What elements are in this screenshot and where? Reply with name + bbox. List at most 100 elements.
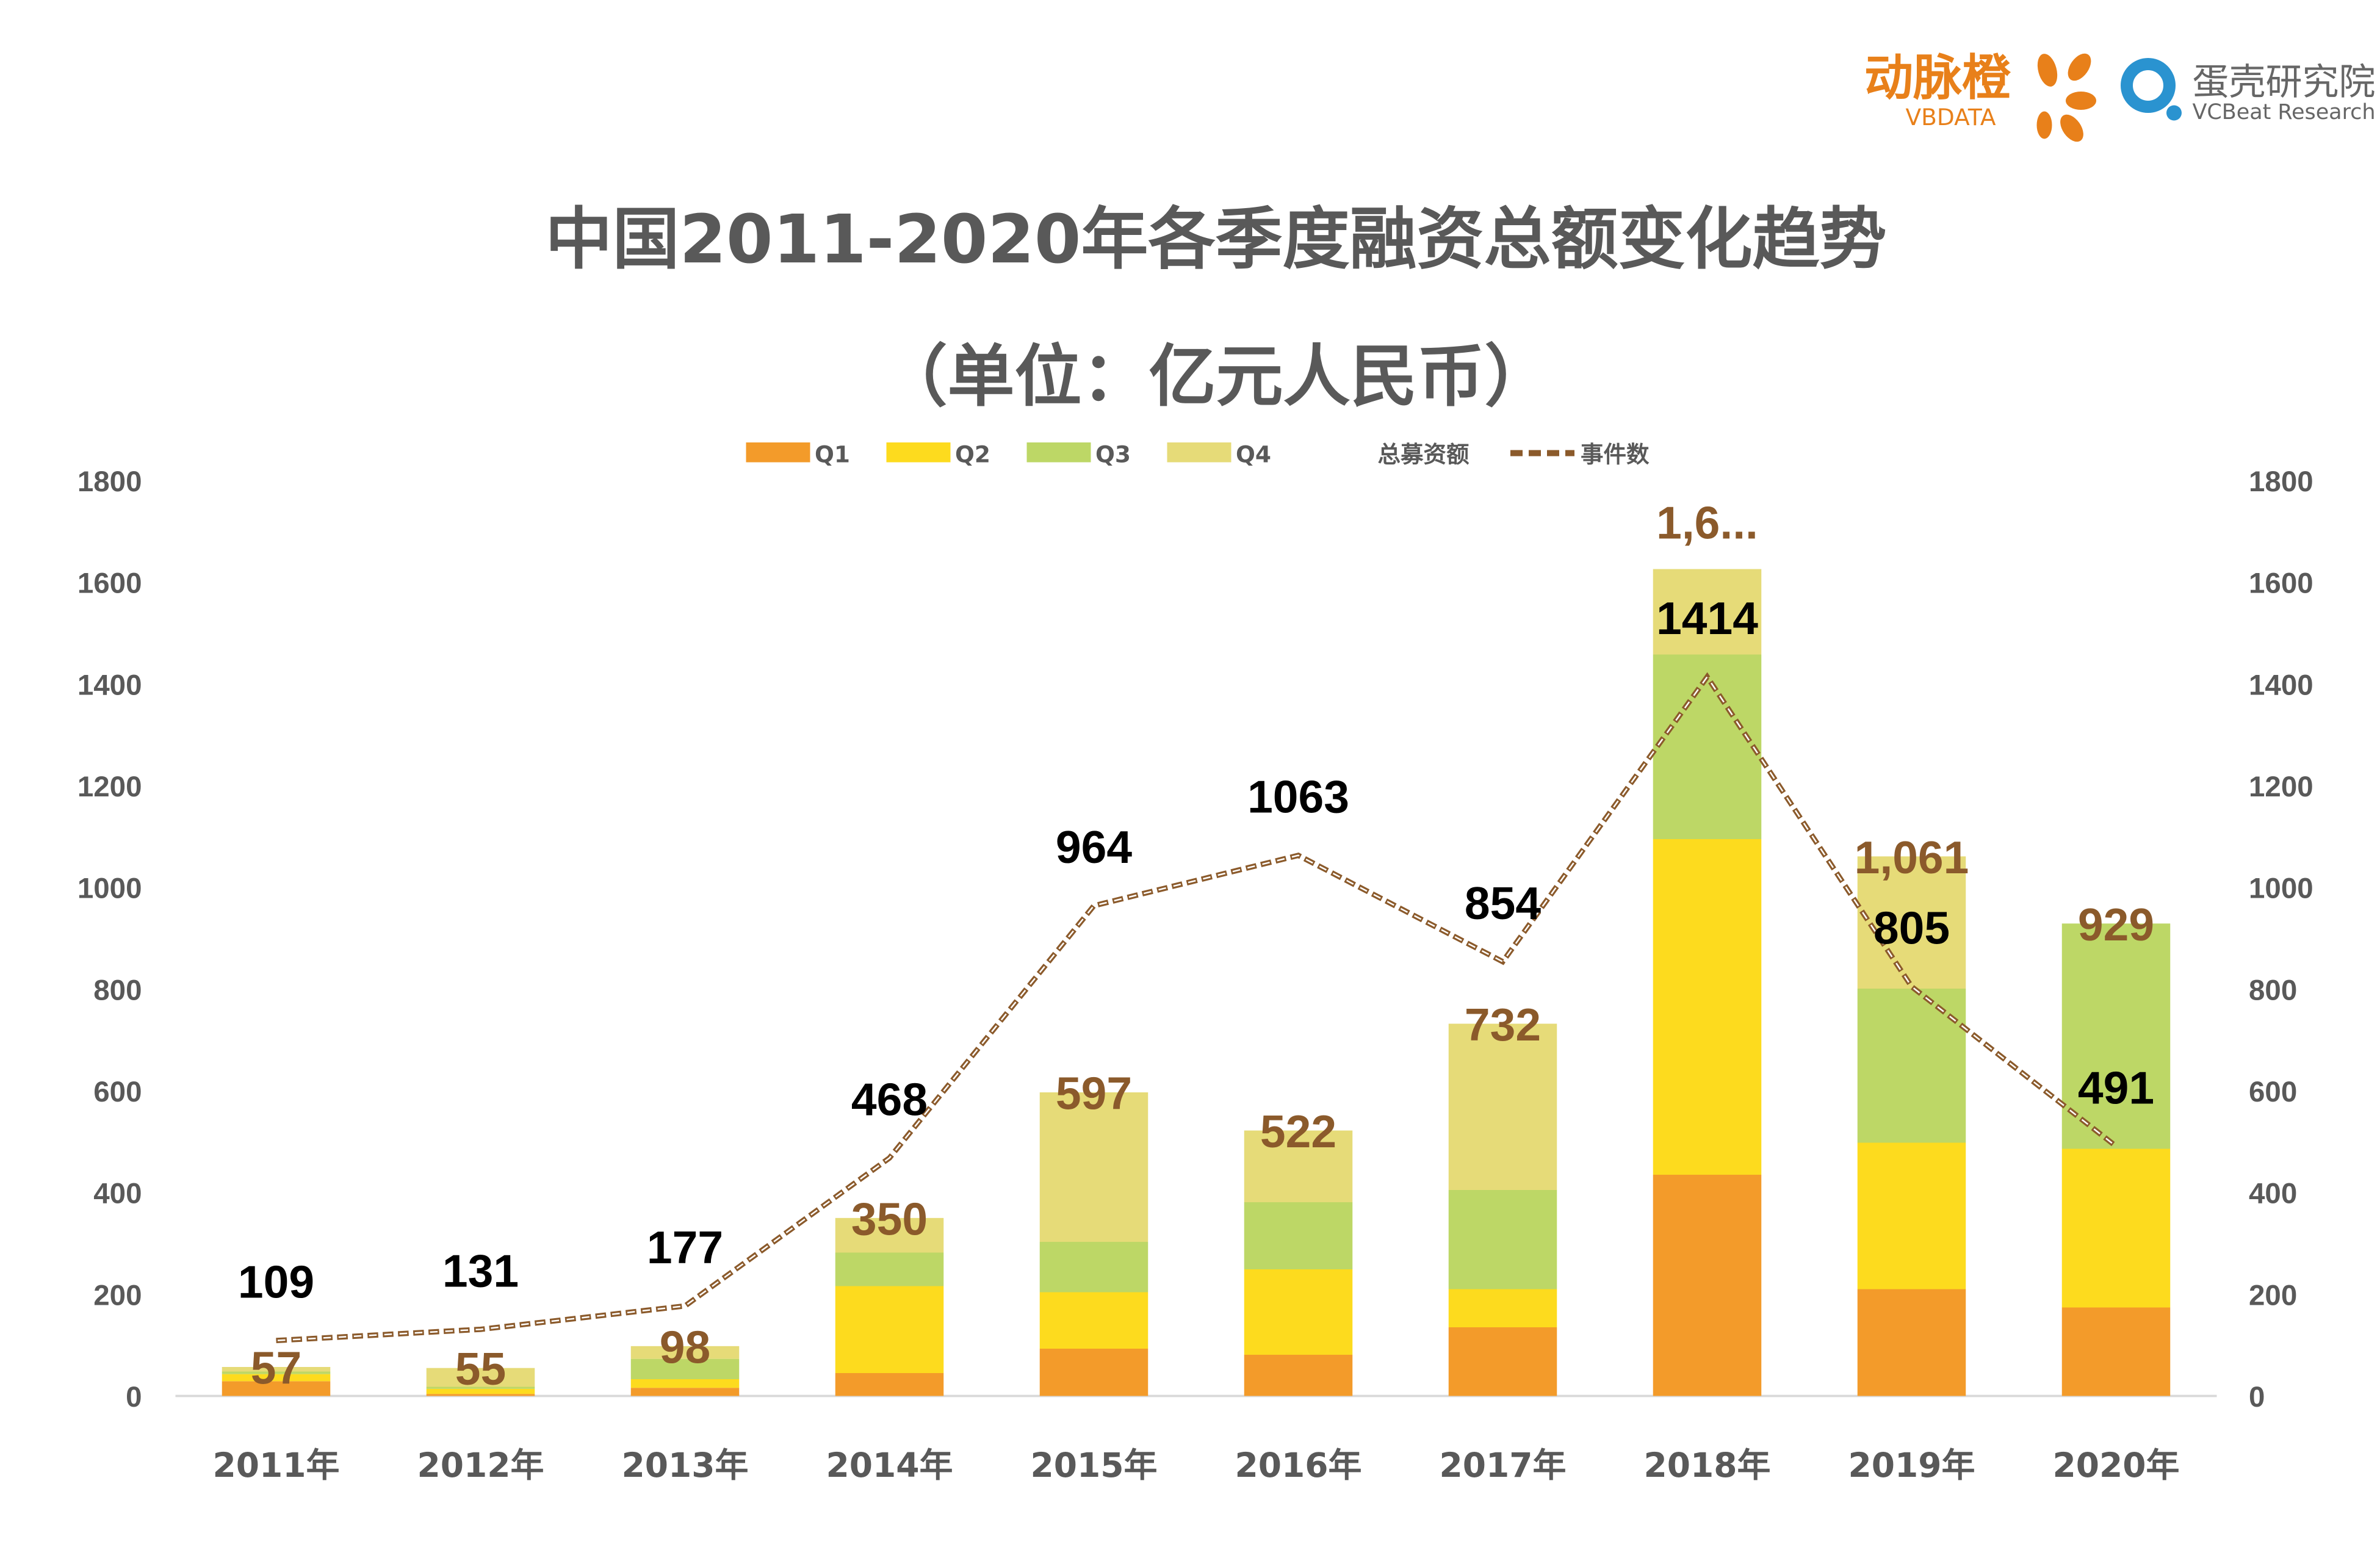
- bar-q3-2018年: [1653, 654, 1762, 839]
- x-tick-label: 2011年: [212, 1446, 339, 1485]
- axes: 0 0 200 200 400 400 600 600 800 800 1000 1000 1200 12…: [78, 466, 2313, 1485]
- total-label: 522: [1260, 1106, 1336, 1157]
- y2-tick-label: 200: [2249, 1279, 2297, 1311]
- event-count-label: 468: [851, 1074, 928, 1125]
- y2-tick-label: 0: [2249, 1381, 2265, 1413]
- total-label: 57: [251, 1343, 301, 1394]
- bar-q2-2015年: [1039, 1292, 1149, 1349]
- x-tick-label: 2012年: [417, 1446, 544, 1485]
- bar-q3-2016年: [1244, 1202, 1353, 1269]
- total-label: 597: [1056, 1068, 1132, 1119]
- legend-swatch-q3: [1026, 442, 1091, 463]
- bar-q1-2019年: [1857, 1289, 1966, 1396]
- chart-title: 中国2011-2020年各季度融资总额变化趋势: [546, 200, 1887, 278]
- bar-q2-2017年: [1448, 1289, 1557, 1327]
- event-count-label: 491: [2078, 1062, 2154, 1113]
- bar-q4-2019年: [1857, 856, 1966, 989]
- bar-q2-2016年: [1244, 1269, 1353, 1355]
- bar-q3-2011年: [222, 1371, 331, 1374]
- y-tick-label: 1400: [78, 669, 142, 701]
- bar-q1-2016年: [1244, 1355, 1353, 1396]
- legend-label-events: 事件数: [1581, 441, 1650, 468]
- event-count-label: 964: [1056, 821, 1132, 873]
- bar-q3-2017年: [1448, 1190, 1557, 1289]
- bar-q3-2020年: [2061, 923, 2171, 1149]
- bar-q2-2012年: [426, 1388, 535, 1394]
- bar-q4-2018年: [1653, 569, 1762, 655]
- y2-tick-label: 800: [2249, 974, 2297, 1006]
- bar-q4-2011年: [222, 1367, 331, 1372]
- event-line-highlight: [276, 675, 2117, 1341]
- y2-tick-label: 1400: [2249, 669, 2313, 701]
- bar-q4-2017年: [1448, 1023, 1557, 1190]
- y2-tick-label: 1200: [2249, 771, 2313, 803]
- x-tick-label: 2013年: [621, 1446, 748, 1485]
- bar-q1-2015年: [1039, 1349, 1149, 1396]
- legend-label-q1: Q1: [815, 441, 850, 468]
- y-tick-label: 200: [93, 1279, 142, 1311]
- bar-q4-2014年: [835, 1217, 944, 1253]
- y-tick-label: 1800: [78, 466, 142, 498]
- legend-swatch-q2: [886, 442, 951, 463]
- event-line-path: [276, 672, 2118, 1344]
- total-label: 55: [455, 1343, 506, 1394]
- x-tick-label: 2016年: [1235, 1446, 1361, 1485]
- bar-q1-2017年: [1448, 1327, 1557, 1396]
- y2-tick-label: 1600: [2249, 568, 2313, 600]
- bar-q2-2014年: [835, 1286, 944, 1373]
- bar-q4-2016年: [1244, 1130, 1353, 1202]
- bar-q3-2012年: [426, 1387, 535, 1389]
- y2-tick-label: 400: [2249, 1178, 2297, 1210]
- y-tick-label: 1200: [78, 771, 142, 803]
- total-label: 1,6...: [1656, 497, 1758, 549]
- event-count-label: 1063: [1247, 771, 1349, 823]
- vbdata-logo-cn: 动脉橙: [1864, 49, 2011, 106]
- vcbeat-logo: 蛋壳研究院 VCBeat Research: [2121, 58, 2376, 124]
- x-tick-label: 2018年: [1643, 1446, 1770, 1485]
- x-tick-label: 2017年: [1439, 1446, 1566, 1485]
- bar-q3-2014年: [835, 1252, 944, 1286]
- y-tick-label: 1000: [78, 873, 142, 905]
- vcbeat-logo-en: VCBeat Research: [2193, 100, 2376, 124]
- y2-tick-label: 1800: [2249, 466, 2313, 498]
- bar-q4-2012年: [426, 1368, 535, 1387]
- y-tick-label: 1600: [78, 568, 142, 600]
- vcbeat-ring-icon: [2121, 58, 2176, 113]
- vbdata-logo: 动脉橙 VBDATA: [1864, 49, 2096, 142]
- y-tick-label: 400: [93, 1178, 142, 1210]
- legend-swatch-q1: [746, 442, 810, 463]
- data-labels: 57 55 98 350 597 522 732 1,6... 1,061 929 109 131 17…: [238, 497, 2154, 1395]
- bar-q4-2015年: [1039, 1092, 1149, 1242]
- bar-q3-2013年: [630, 1358, 740, 1379]
- event-count-label: 805: [1873, 903, 1950, 954]
- vbdata-logo-en: VBDATA: [1906, 104, 1996, 131]
- bar-q1-2020年: [2061, 1307, 2171, 1396]
- bar-q3-2019年: [1857, 989, 1966, 1143]
- bar-q2-2018年: [1653, 839, 1762, 1175]
- event-count-label: 131: [442, 1245, 519, 1296]
- total-label: 1,061: [1855, 832, 1969, 883]
- legend-label-q4: Q4: [1236, 441, 1271, 468]
- event-count-label: 177: [647, 1222, 723, 1273]
- legend-label-q2: Q2: [955, 441, 990, 468]
- y2-tick-label: 1000: [2249, 873, 2313, 905]
- chart-subtitle: （单位：亿元人民币）: [881, 337, 1552, 416]
- y-tick-label: 800: [93, 974, 142, 1006]
- bar-q2-2011年: [222, 1374, 331, 1382]
- bar-q1-2018年: [1653, 1175, 1762, 1396]
- event-line: [276, 672, 2118, 1344]
- x-tick-label: 2019年: [1848, 1446, 1975, 1485]
- legend-label-q3: Q3: [1095, 441, 1131, 468]
- vcbeat-logo-cn: 蛋壳研究院: [2193, 61, 2376, 104]
- x-tick-label: 2014年: [826, 1446, 953, 1485]
- total-label: 929: [2078, 899, 2154, 950]
- event-count-label: 109: [238, 1257, 314, 1308]
- bars: [222, 569, 2171, 1396]
- bar-q1-2014年: [835, 1373, 944, 1396]
- bar-q4-2013年: [630, 1346, 740, 1359]
- legend-label-total: 总募资额: [1378, 441, 1469, 468]
- bar-q2-2019年: [1857, 1142, 1966, 1289]
- total-label: 350: [851, 1193, 928, 1244]
- bar-q1-2012年: [426, 1394, 535, 1396]
